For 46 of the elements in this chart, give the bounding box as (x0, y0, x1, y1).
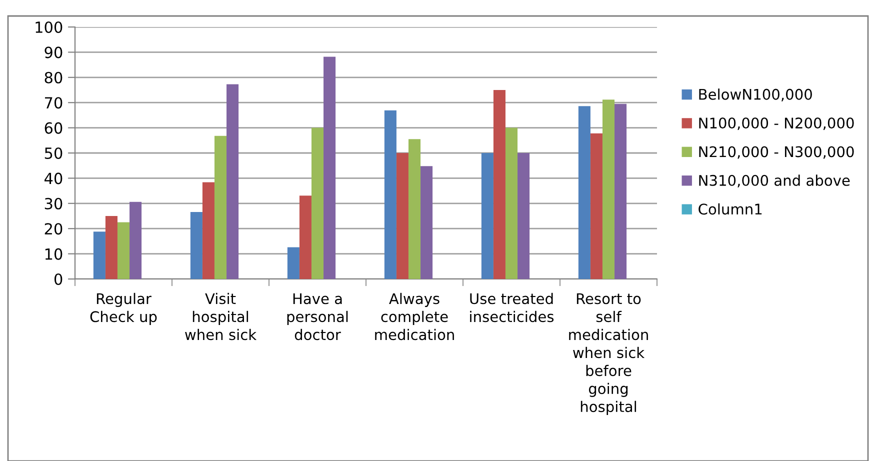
y-tick-label: 0 (54, 273, 62, 286)
legend-label: Column1 (698, 203, 762, 215)
bar (324, 56, 336, 279)
y-tick-label: 60 (44, 122, 62, 134)
y-tick-label: 40 (44, 172, 62, 184)
y-tick-label: 100 (36, 21, 62, 34)
bar (396, 153, 408, 279)
y-tick-label: 50 (44, 147, 62, 160)
bar (130, 202, 142, 279)
legend-label: N310,000 and above (699, 174, 850, 188)
bar (287, 247, 300, 279)
bar (408, 139, 421, 279)
y-tick-label: 20 (44, 223, 62, 235)
legend-label: N210,000 - N300,000 (699, 146, 854, 159)
bar (117, 222, 130, 279)
legend-label: N100,000 - N200,000 (699, 118, 854, 130)
bar (226, 84, 239, 279)
bar (602, 100, 615, 279)
y-tick-label: 90 (44, 46, 62, 58)
bar (93, 232, 106, 279)
bar (105, 216, 118, 279)
y-tick-label: 10 (45, 248, 62, 260)
bar (190, 212, 202, 279)
bar (505, 128, 518, 279)
legend-label: BelowN100,000 (699, 88, 812, 102)
y-tick-label: 70 (45, 97, 62, 109)
y-tick-label: 30 (44, 198, 62, 210)
bar (578, 106, 590, 279)
bar (214, 136, 227, 279)
bar (518, 153, 530, 279)
bar (299, 196, 312, 279)
bar (481, 153, 494, 279)
x-tick-label: Use treated insecticides (470, 292, 554, 322)
bar (590, 133, 602, 279)
x-tick-label: Always complete medication (375, 292, 454, 340)
x-tick-label: Have a personal doctor (287, 293, 348, 340)
bar (614, 104, 627, 279)
bar (202, 182, 214, 279)
x-tick-label: Resort to self medication when sick before going hospital (569, 293, 648, 415)
bar (493, 90, 506, 279)
bar (384, 110, 396, 279)
y-tick-label: 80 (44, 72, 62, 84)
bar (420, 166, 433, 279)
x-tick-label: Regular Check up (90, 292, 157, 325)
bar (311, 128, 324, 279)
x-tick-label: Visit hospital when sick (185, 292, 257, 340)
